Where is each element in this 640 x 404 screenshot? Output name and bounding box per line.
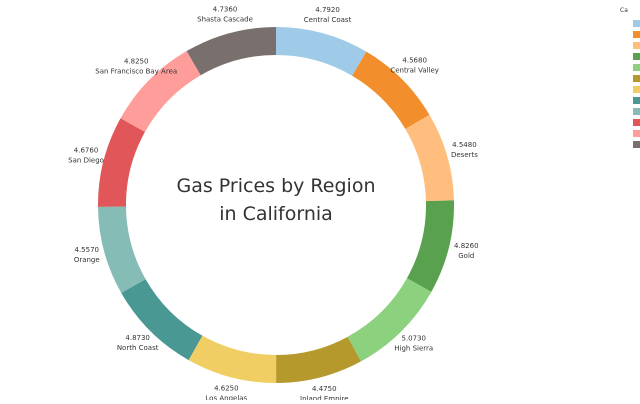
donut-slice (121, 279, 203, 361)
value-label: 5.0730 (401, 334, 426, 342)
legend-swatch (633, 75, 640, 82)
legend-swatch (633, 108, 640, 115)
legend-swatch (633, 20, 640, 27)
legend-swatch (633, 42, 640, 49)
value-label: 4.6250 (214, 385, 239, 393)
slice-label: Deserts (451, 151, 478, 159)
value-label: 4.7920 (315, 6, 340, 14)
value-label: 4.5480 (452, 141, 477, 149)
value-label: 4.4750 (312, 385, 337, 393)
slice-label: Gold (458, 252, 474, 260)
value-label: 4.7360 (213, 6, 238, 14)
chart-title: Gas Prices by Region in California (176, 175, 376, 225)
donut-slice (98, 206, 146, 293)
donut-slice (352, 51, 430, 130)
slice-label: San Diego (68, 157, 104, 165)
legend-swatch (633, 64, 640, 71)
legend-swatch (633, 53, 640, 60)
donut-slice (276, 27, 367, 76)
legend-swatch (633, 97, 640, 104)
value-label: 4.8260 (454, 242, 479, 250)
legend-swatch (633, 31, 640, 38)
slice-label: Central Coast (304, 16, 352, 24)
slice-label: Orange (74, 256, 100, 264)
value-label: 4.5570 (75, 246, 100, 254)
value-label: 4.8730 (125, 334, 150, 342)
slice-label: Los Angelas (205, 395, 247, 400)
legend-title: Ca (620, 7, 628, 14)
legend-swatch (633, 141, 640, 148)
donut-slice (276, 336, 361, 383)
slice-label: Central Valley (390, 66, 439, 74)
legend-swatch (633, 86, 640, 93)
donut-slice (120, 51, 201, 132)
legend-swatch (633, 130, 640, 137)
donut-slice (405, 114, 454, 202)
value-label: 4.5680 (402, 56, 427, 64)
legend-swatch (633, 119, 640, 126)
slice-label: Shasta Cascade (197, 16, 253, 24)
slice-label: San Francisco Bay Area (95, 68, 177, 76)
donut-slice (186, 27, 276, 76)
donut-slice (98, 118, 146, 207)
donut-slice (406, 200, 454, 292)
slice-label: Inland Empire (300, 395, 349, 400)
donut-slice (347, 278, 432, 362)
value-label: 4.8250 (124, 58, 149, 66)
value-label: 4.6760 (74, 147, 99, 155)
slice-label: High Sierra (394, 344, 433, 352)
donut-slice (188, 335, 277, 383)
slice-label: North Coast (117, 344, 159, 352)
